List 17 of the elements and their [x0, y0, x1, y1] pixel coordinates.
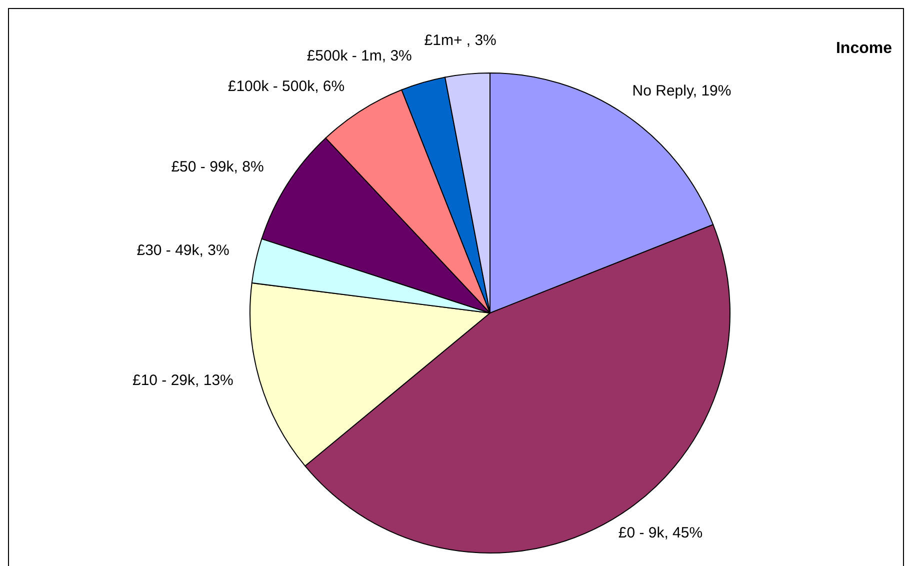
- slice-label: £500k - 1m: [306, 47, 382, 64]
- data-label: , 6%: [314, 78, 345, 95]
- data-label: , 3%: [466, 32, 496, 50]
- slice-label: £0 - 9k: [618, 524, 665, 542]
- slice-label: No Reply: [632, 82, 694, 100]
- slice-label: £50 - 99k: [171, 158, 234, 176]
- data-label: , 13%: [195, 372, 234, 390]
- slice-label: £30 - 49k: [136, 242, 200, 259]
- data-label: , 8%: [234, 158, 264, 176]
- slice-label: £10 - 29k: [132, 372, 196, 390]
- data-label: , 3%: [199, 242, 230, 259]
- data-label: , 3%: [382, 47, 412, 64]
- data-label: , 19%: [692, 82, 732, 100]
- text: Income: [836, 40, 892, 58]
- slice-label: £100k - 500k: [228, 78, 316, 95]
- data-label: , 45%: [664, 524, 703, 542]
- slice-label: £1m+: [424, 32, 466, 50]
